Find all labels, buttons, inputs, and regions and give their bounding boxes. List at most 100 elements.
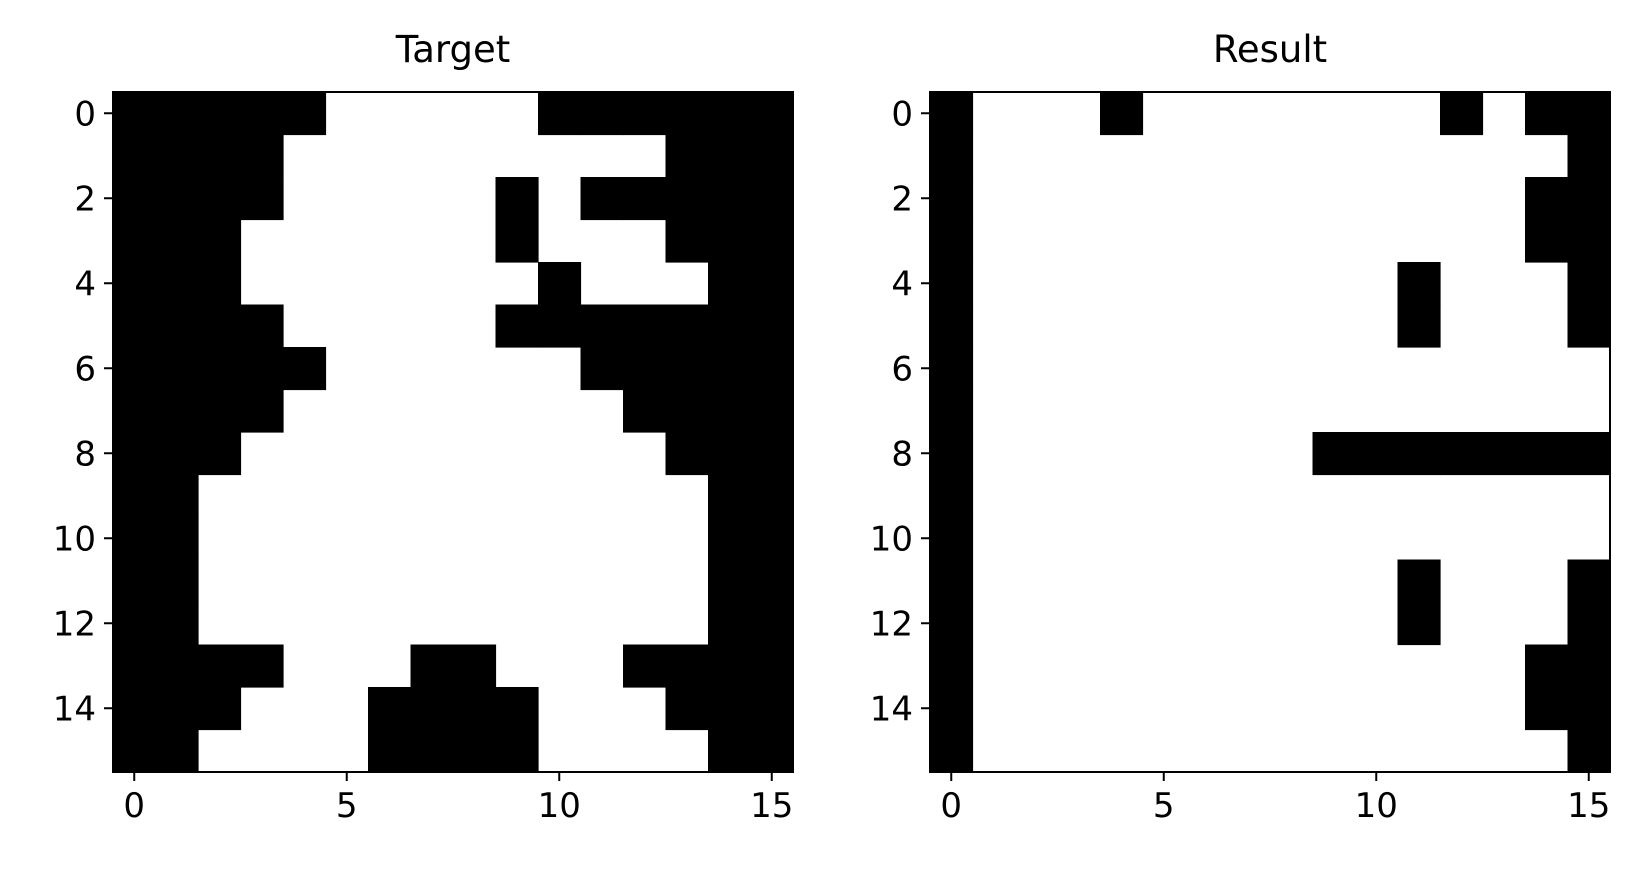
heatmap-cell xyxy=(198,389,242,433)
heatmap-cell xyxy=(708,432,752,476)
heatmap-cell xyxy=(708,729,752,773)
heatmap-cell xyxy=(930,262,974,306)
heatmap-cell xyxy=(113,559,157,603)
heatmap-cell xyxy=(623,644,667,688)
heatmap-cell xyxy=(495,304,539,348)
x-tick-label: 15 xyxy=(750,786,793,826)
heatmap-cell xyxy=(113,134,157,178)
y-tick-label: 10 xyxy=(53,519,96,559)
heatmap-cell xyxy=(708,177,752,221)
heatmap-cell xyxy=(1482,432,1526,476)
heatmap-cell xyxy=(155,432,199,476)
heatmap-cell xyxy=(240,389,284,433)
heatmap-cell xyxy=(198,347,242,391)
heatmap-cell xyxy=(1567,644,1611,688)
heatmap-cell xyxy=(368,687,412,731)
heatmap-cell xyxy=(930,177,974,221)
heatmap-cell xyxy=(930,432,974,476)
heatmap-cell xyxy=(155,92,199,136)
heatmap-cell xyxy=(155,687,199,731)
heatmap-cell xyxy=(750,602,794,646)
heatmap-cell xyxy=(623,177,667,221)
heatmap-cell xyxy=(113,602,157,646)
heatmap-cell xyxy=(750,177,794,221)
y-tick-label: 12 xyxy=(53,604,96,644)
heatmap-cell xyxy=(1567,262,1611,306)
heatmap-cell xyxy=(198,304,242,348)
heatmap-cell xyxy=(1567,432,1611,476)
heatmap-cell xyxy=(1525,177,1569,221)
heatmap-cell xyxy=(665,304,709,348)
heatmap-cell xyxy=(750,219,794,263)
heatmap-cell xyxy=(1525,687,1569,731)
heatmap-cell xyxy=(113,432,157,476)
axes-frame xyxy=(929,91,1611,773)
x-tick-label: 0 xyxy=(123,786,145,826)
heatmap-cell xyxy=(750,474,794,518)
heatmap-cell xyxy=(1567,729,1611,773)
heatmap-cell xyxy=(930,729,974,773)
heatmap-cell xyxy=(283,347,327,391)
heatmap-cell xyxy=(623,304,667,348)
heatmap-cell xyxy=(198,92,242,136)
y-tick-label: 14 xyxy=(870,689,913,729)
y-tick-label: 6 xyxy=(891,349,913,389)
heatmap-cell xyxy=(155,729,199,773)
heatmap-cell xyxy=(750,559,794,603)
heatmap-cell xyxy=(930,304,974,348)
y-tick-label: 2 xyxy=(74,179,96,219)
heatmap-cell xyxy=(538,92,582,136)
heatmap-cell xyxy=(1567,177,1611,221)
heatmap-cell xyxy=(708,389,752,433)
heatmap-cell xyxy=(750,389,794,433)
heatmap-cell xyxy=(930,347,974,391)
heatmap-cell xyxy=(665,134,709,178)
heatmap-cell xyxy=(368,729,412,773)
heatmap-cell xyxy=(708,517,752,561)
heatmap-cell xyxy=(1100,92,1144,136)
heatmap-cell xyxy=(113,474,157,518)
x-tick-label: 10 xyxy=(538,786,581,826)
heatmap-cell xyxy=(1312,432,1356,476)
heatmap-cell xyxy=(198,262,242,306)
heatmap-cell xyxy=(1567,304,1611,348)
heatmap-cell xyxy=(580,92,624,136)
heatmap-cell xyxy=(665,389,709,433)
heatmap-cell xyxy=(453,729,497,773)
heatmap-cell xyxy=(198,432,242,476)
heatmap-cell xyxy=(750,517,794,561)
heatmap-cell xyxy=(495,219,539,263)
heatmap-cell xyxy=(580,347,624,391)
heatmap-cell xyxy=(665,644,709,688)
y-tick-label: 14 xyxy=(53,689,96,729)
heatmap-cell xyxy=(1567,559,1611,603)
heatmap-cell xyxy=(113,219,157,263)
heatmap-cell xyxy=(1525,644,1569,688)
heatmap-cell xyxy=(750,347,794,391)
heatmap-cell xyxy=(113,687,157,731)
y-tick-label: 4 xyxy=(891,264,913,304)
heatmap-cell xyxy=(1525,432,1569,476)
heatmap-cell xyxy=(665,432,709,476)
x-tick-label: 0 xyxy=(940,786,962,826)
heatmap-cell xyxy=(495,729,539,773)
y-tick-label: 4 xyxy=(74,264,96,304)
heatmap-cell xyxy=(750,134,794,178)
heatmap-cell xyxy=(930,517,974,561)
heatmap-cell xyxy=(708,219,752,263)
heatmap-cell xyxy=(113,92,157,136)
y-tick-label: 6 xyxy=(74,349,96,389)
heatmap-cell xyxy=(113,347,157,391)
heatmap-cell xyxy=(1525,219,1569,263)
heatmap-cell xyxy=(1567,219,1611,263)
heatmap-cell xyxy=(750,92,794,136)
heatmap-cell xyxy=(155,559,199,603)
heatmap-cell xyxy=(665,219,709,263)
heatmap-cell xyxy=(930,644,974,688)
heatmap-cell xyxy=(155,304,199,348)
y-tick-label: 8 xyxy=(74,434,96,474)
heatmap-cell xyxy=(1397,602,1441,646)
heatmap-cell xyxy=(113,517,157,561)
heatmap-cell xyxy=(708,687,752,731)
subplot-result: Result 0 5 10 15 0 2 4 6 8 10 12 14 xyxy=(870,28,1611,826)
